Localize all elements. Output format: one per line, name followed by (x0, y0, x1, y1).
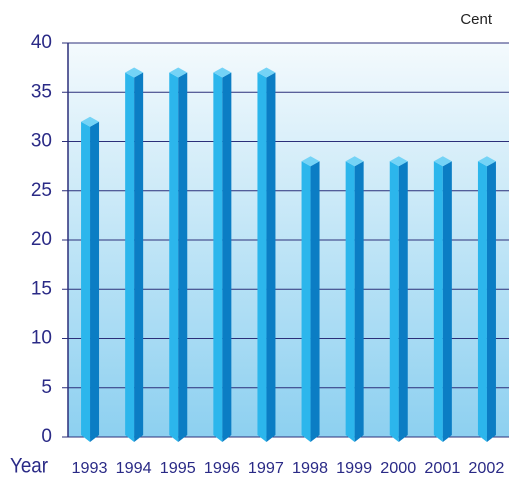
bar-right-face (222, 72, 232, 443)
bar-right-face (486, 161, 496, 442)
y-tick-label: 20 (31, 229, 52, 250)
bar (389, 156, 408, 442)
bar-top (345, 156, 364, 167)
y-tick-label: 25 (31, 180, 52, 201)
y-tick-label: 15 (31, 278, 52, 299)
y-tick-label: 10 (31, 328, 52, 349)
bar-top (213, 67, 232, 78)
x-tick-label: 1997 (248, 460, 284, 477)
x-tick-label: 1998 (292, 460, 328, 477)
bar (433, 156, 452, 442)
bar-right-face (178, 72, 188, 443)
bar (345, 156, 364, 442)
bar-left-face (301, 161, 311, 442)
bar-right-face (310, 161, 320, 442)
bar-right-face (134, 72, 144, 443)
bar-top (125, 67, 144, 78)
bar (81, 116, 100, 443)
y-tick-label: 35 (31, 81, 52, 102)
y-tick-label: 40 (31, 32, 52, 53)
bar-left-face (389, 161, 399, 442)
x-tick-label: 1995 (160, 460, 196, 477)
y-unit-label: Cent (460, 11, 493, 28)
y-tick-label: 0 (41, 426, 52, 447)
bar-left-face (477, 161, 487, 442)
x-tick-label: 2001 (424, 460, 460, 477)
bar-left-face (433, 161, 443, 442)
x-tick-label: 1994 (116, 460, 152, 477)
bar-left-face (81, 121, 91, 443)
bar (477, 156, 496, 442)
bar-right-face (90, 121, 100, 443)
bar-left-face (213, 72, 223, 443)
bar-top (257, 67, 276, 78)
bar-left-face (125, 72, 135, 443)
bar-left-face (257, 72, 267, 443)
bar-top (301, 156, 320, 167)
x-tick-label: 1999 (336, 460, 372, 477)
bar-right-face (442, 161, 452, 442)
bar (169, 67, 188, 443)
x-tick-label: 2002 (468, 460, 504, 477)
x-tick-label: 1996 (204, 460, 240, 477)
bar (125, 67, 144, 443)
bar (301, 156, 320, 442)
bar-top (81, 116, 100, 127)
bar-top (433, 156, 452, 167)
y-tick-label: 5 (41, 377, 52, 398)
bar-right-face (266, 72, 276, 443)
bar-top (477, 156, 496, 167)
bar-left-face (169, 72, 179, 443)
bar (257, 67, 276, 443)
x-axis-label: Year (10, 455, 48, 478)
bar-right-face (354, 161, 364, 442)
y-tick-label: 30 (31, 131, 52, 152)
bar (213, 67, 232, 443)
bar-top (389, 156, 408, 167)
x-tick-label: 1993 (72, 460, 108, 477)
bar-right-face (398, 161, 408, 442)
bar-left-face (345, 161, 355, 442)
bar-top (169, 67, 188, 78)
x-tick-label: 2000 (380, 460, 416, 477)
